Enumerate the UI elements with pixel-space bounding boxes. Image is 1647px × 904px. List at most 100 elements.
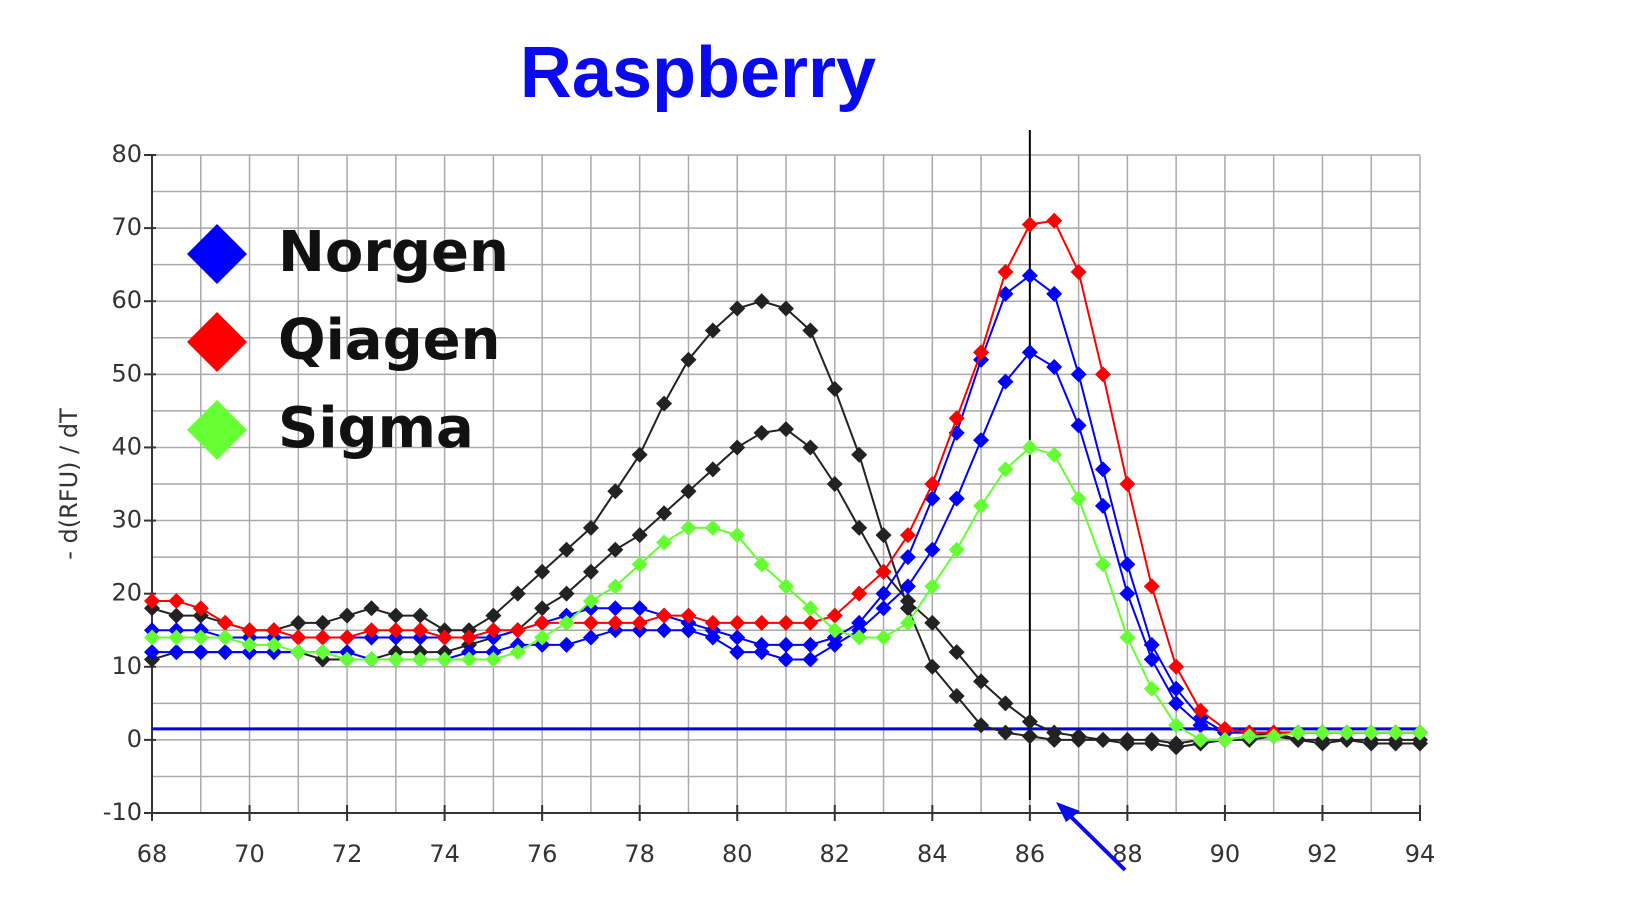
- data-point: [826, 636, 843, 653]
- data-point: [485, 651, 502, 668]
- data-point: [899, 549, 916, 566]
- chart-title: Raspberry: [520, 33, 876, 113]
- data-point: [168, 629, 185, 646]
- data-point: [899, 614, 916, 631]
- data-point: [339, 651, 356, 668]
- data-point: [924, 614, 941, 631]
- data-point: [509, 644, 526, 661]
- data-point: [778, 651, 794, 668]
- data-point: [851, 519, 868, 536]
- data-point: [924, 578, 941, 595]
- data-point: [729, 629, 746, 646]
- data-point: [339, 607, 356, 624]
- data-point: [217, 644, 234, 661]
- data-point: [1095, 497, 1111, 514]
- legend-label: Norgen: [278, 220, 509, 285]
- data-point: [558, 585, 575, 602]
- data-point: [851, 629, 868, 646]
- data-point: [973, 344, 990, 361]
- x-tick-label: 76: [527, 840, 558, 868]
- data-point: [387, 651, 404, 668]
- data-point: [582, 592, 599, 609]
- data-point: [1070, 417, 1087, 434]
- x-tick-label: 84: [917, 840, 948, 868]
- data-point: [1021, 267, 1038, 284]
- data-point: [387, 607, 404, 624]
- data-point: [631, 614, 648, 631]
- data-point: [485, 607, 502, 624]
- data-point: [1143, 651, 1160, 668]
- data-point: [704, 629, 721, 646]
- data-point: [778, 636, 794, 653]
- x-tick-label: 90: [1210, 840, 1241, 868]
- data-point: [558, 541, 575, 558]
- data-point: [778, 421, 794, 438]
- data-point: [997, 285, 1014, 302]
- legend-marker: [187, 400, 247, 460]
- data-point: [509, 585, 526, 602]
- data-point: [1168, 658, 1185, 675]
- data-point: [607, 578, 624, 595]
- x-tick-label: 80: [722, 840, 753, 868]
- data-point: [1387, 724, 1404, 741]
- data-point: [1412, 724, 1428, 741]
- data-point: [704, 519, 721, 536]
- data-point: [1095, 556, 1111, 573]
- data-point: [778, 578, 794, 595]
- data-point: [680, 351, 697, 368]
- y-tick-label: 0: [127, 725, 142, 753]
- y-tick-label: 80: [111, 140, 142, 168]
- data-point: [948, 541, 965, 558]
- data-point: [924, 490, 941, 507]
- data-point: [656, 395, 673, 412]
- data-point: [1095, 366, 1111, 383]
- data-point: [973, 673, 990, 690]
- data-point: [1070, 263, 1087, 280]
- data-point: [631, 446, 648, 463]
- data-point: [485, 622, 502, 639]
- data-point: [802, 322, 819, 339]
- data-point: [168, 644, 185, 661]
- data-point: [631, 600, 648, 617]
- data-point: [314, 614, 331, 631]
- data-point: [1143, 731, 1160, 748]
- data-point: [1070, 490, 1087, 507]
- legend-marker: [187, 312, 247, 372]
- x-tick-label: 68: [137, 840, 168, 868]
- data-point: [607, 541, 624, 558]
- data-point: [1168, 735, 1185, 752]
- data-point: [607, 600, 624, 617]
- data-point: [973, 717, 990, 734]
- data-point: [656, 505, 673, 522]
- data-point: [973, 432, 990, 449]
- data-point: [412, 607, 429, 624]
- data-point: [753, 424, 770, 441]
- y-tick-label: 60: [111, 286, 142, 314]
- data-point: [1192, 731, 1209, 748]
- data-point: [1021, 216, 1038, 233]
- data-point: [948, 644, 965, 661]
- data-point: [1119, 629, 1136, 646]
- y-axis-label: - d(RFU) / dT: [55, 408, 83, 560]
- x-tick-label: 82: [819, 840, 850, 868]
- data-point: [851, 446, 868, 463]
- data-point: [1021, 439, 1038, 456]
- data-point: [753, 644, 770, 661]
- x-tick-label: 70: [234, 840, 265, 868]
- data-point: [144, 629, 160, 646]
- data-point: [729, 439, 746, 456]
- data-point: [290, 629, 307, 646]
- data-point: [973, 497, 990, 514]
- y-tick-label: 20: [111, 579, 142, 607]
- x-tick-label: 92: [1307, 840, 1338, 868]
- data-point: [582, 563, 599, 580]
- data-point: [1338, 724, 1355, 741]
- data-point: [1046, 724, 1063, 741]
- data-point: [534, 614, 551, 631]
- data-point: [363, 600, 380, 617]
- data-point: [778, 300, 794, 317]
- data-point: [1290, 724, 1307, 741]
- data-point: [1168, 717, 1185, 734]
- data-point: [729, 300, 746, 317]
